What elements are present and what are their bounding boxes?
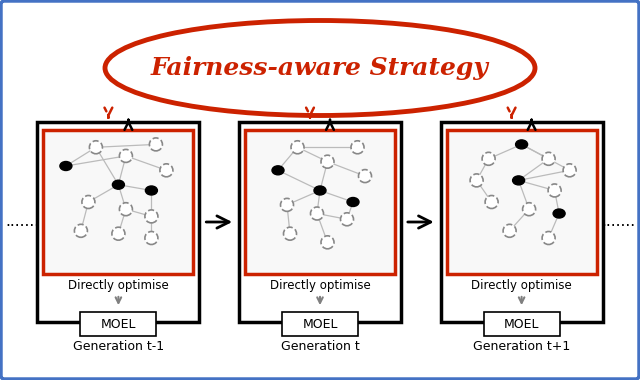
Bar: [37, 122, 200, 322]
Ellipse shape: [542, 152, 555, 165]
Ellipse shape: [321, 236, 334, 249]
Bar: [44, 130, 193, 274]
Ellipse shape: [291, 141, 304, 154]
Text: Generation t: Generation t: [280, 339, 360, 353]
Text: Generation t-1: Generation t-1: [73, 339, 164, 353]
Ellipse shape: [280, 198, 294, 211]
Ellipse shape: [112, 227, 125, 240]
Ellipse shape: [145, 210, 158, 223]
Ellipse shape: [358, 169, 371, 182]
Ellipse shape: [82, 195, 95, 209]
Ellipse shape: [347, 198, 359, 206]
Bar: [282, 312, 358, 336]
Text: MOEL: MOEL: [302, 318, 338, 331]
Ellipse shape: [120, 149, 132, 162]
Ellipse shape: [351, 141, 364, 154]
Bar: [484, 312, 559, 336]
Ellipse shape: [321, 155, 334, 168]
Ellipse shape: [90, 141, 102, 154]
Ellipse shape: [485, 195, 498, 209]
Text: Directly optimise: Directly optimise: [471, 280, 572, 293]
Text: Directly optimise: Directly optimise: [68, 280, 169, 293]
Ellipse shape: [284, 227, 296, 240]
Text: Directly optimise: Directly optimise: [269, 280, 371, 293]
Text: MOEL: MOEL: [504, 318, 540, 331]
Text: .......: .......: [601, 214, 635, 230]
Bar: [447, 130, 596, 274]
Ellipse shape: [60, 162, 72, 171]
Bar: [245, 130, 395, 274]
Ellipse shape: [470, 174, 483, 187]
Ellipse shape: [160, 164, 173, 177]
Ellipse shape: [113, 180, 124, 189]
Ellipse shape: [145, 231, 158, 244]
Ellipse shape: [149, 138, 163, 151]
Ellipse shape: [272, 166, 284, 175]
Ellipse shape: [145, 186, 157, 195]
Bar: [440, 122, 603, 322]
Ellipse shape: [553, 209, 565, 218]
Ellipse shape: [310, 207, 323, 220]
Ellipse shape: [548, 184, 561, 197]
Text: Generation t+1: Generation t+1: [473, 339, 570, 353]
Ellipse shape: [523, 203, 536, 216]
Bar: [239, 122, 401, 322]
Ellipse shape: [105, 21, 535, 116]
Ellipse shape: [482, 152, 495, 165]
Text: .......: .......: [5, 214, 39, 230]
Ellipse shape: [314, 186, 326, 195]
Text: MOEL: MOEL: [100, 318, 136, 331]
Ellipse shape: [74, 224, 88, 237]
Text: Fairness-aware Strategy: Fairness-aware Strategy: [151, 56, 489, 80]
Ellipse shape: [516, 140, 527, 149]
Ellipse shape: [340, 213, 353, 226]
Ellipse shape: [513, 176, 525, 185]
Ellipse shape: [120, 203, 132, 216]
Ellipse shape: [542, 231, 555, 244]
Ellipse shape: [563, 164, 576, 177]
Ellipse shape: [503, 224, 516, 237]
Bar: [81, 312, 156, 336]
